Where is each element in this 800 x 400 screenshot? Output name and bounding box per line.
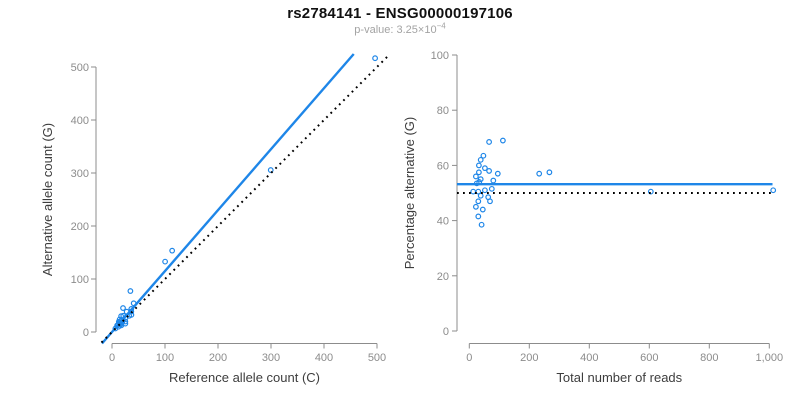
data-point <box>490 177 497 184</box>
y-tick-label: 300 <box>71 168 89 180</box>
data-point <box>372 55 378 62</box>
data-point <box>479 206 486 213</box>
data-point <box>482 187 488 194</box>
x-axis-title: Total number of reads <box>556 370 682 385</box>
x-tick-label: 200 <box>209 352 227 364</box>
data-point <box>475 188 482 195</box>
data-point <box>122 320 129 327</box>
data-point <box>169 247 176 254</box>
y-tick-label: 100 <box>71 274 89 286</box>
data-point <box>480 152 487 159</box>
y-tick-label: 400 <box>71 115 89 127</box>
fit-line <box>101 53 355 345</box>
data-point <box>470 188 477 195</box>
x-axis-title: Reference allele count (C) <box>169 370 320 385</box>
data-point <box>477 156 484 163</box>
y-tick-label: 0 <box>83 327 89 339</box>
data-point <box>477 192 484 199</box>
y-tick-label: 100 <box>431 50 449 62</box>
data-point <box>494 170 501 177</box>
x-tick-label: 400 <box>580 352 598 364</box>
data-point <box>486 168 493 174</box>
x-tick-label: 800 <box>700 352 718 364</box>
y-tick-label: 80 <box>437 105 449 117</box>
data-point <box>476 169 482 176</box>
data-point <box>487 198 493 205</box>
data-point <box>127 288 134 294</box>
data-point <box>162 258 169 265</box>
data-point <box>120 305 126 311</box>
data-point <box>482 165 488 172</box>
data-point <box>486 139 493 145</box>
y-tick-label: 500 <box>71 62 89 74</box>
x-tick-label: 500 <box>368 352 386 364</box>
data-point <box>473 173 479 180</box>
data-point <box>478 221 485 228</box>
y-axis-title: Alternative allele count (G) <box>40 123 55 276</box>
y-axis-title: Percentage alternative (G) <box>402 117 417 269</box>
data-point <box>546 169 553 176</box>
x-tick-label: 300 <box>262 352 280 364</box>
y-tick-label: 20 <box>437 271 449 283</box>
x-tick-label: 200 <box>520 352 538 364</box>
data-point <box>770 187 777 194</box>
x-tick-label: 0 <box>109 352 115 364</box>
data-point <box>488 185 495 192</box>
y-tick-label: 0 <box>443 326 449 338</box>
data-point <box>267 167 274 173</box>
data-point <box>500 137 506 144</box>
x-tick-label: 100 <box>156 352 174 364</box>
x-tick-label: 0 <box>466 352 472 364</box>
data-point <box>475 198 482 205</box>
x-tick-label: 1,000 <box>756 352 784 364</box>
data-point <box>536 170 543 177</box>
y-tick-label: 200 <box>71 221 89 233</box>
data-point <box>475 213 482 220</box>
y-tick-label: 60 <box>437 160 449 172</box>
y-tick-label: 40 <box>437 216 449 228</box>
data-point <box>476 162 482 169</box>
x-tick-label: 400 <box>315 352 333 364</box>
identity-line <box>100 54 390 344</box>
x-tick-label: 600 <box>640 352 658 364</box>
data-point <box>473 203 479 210</box>
